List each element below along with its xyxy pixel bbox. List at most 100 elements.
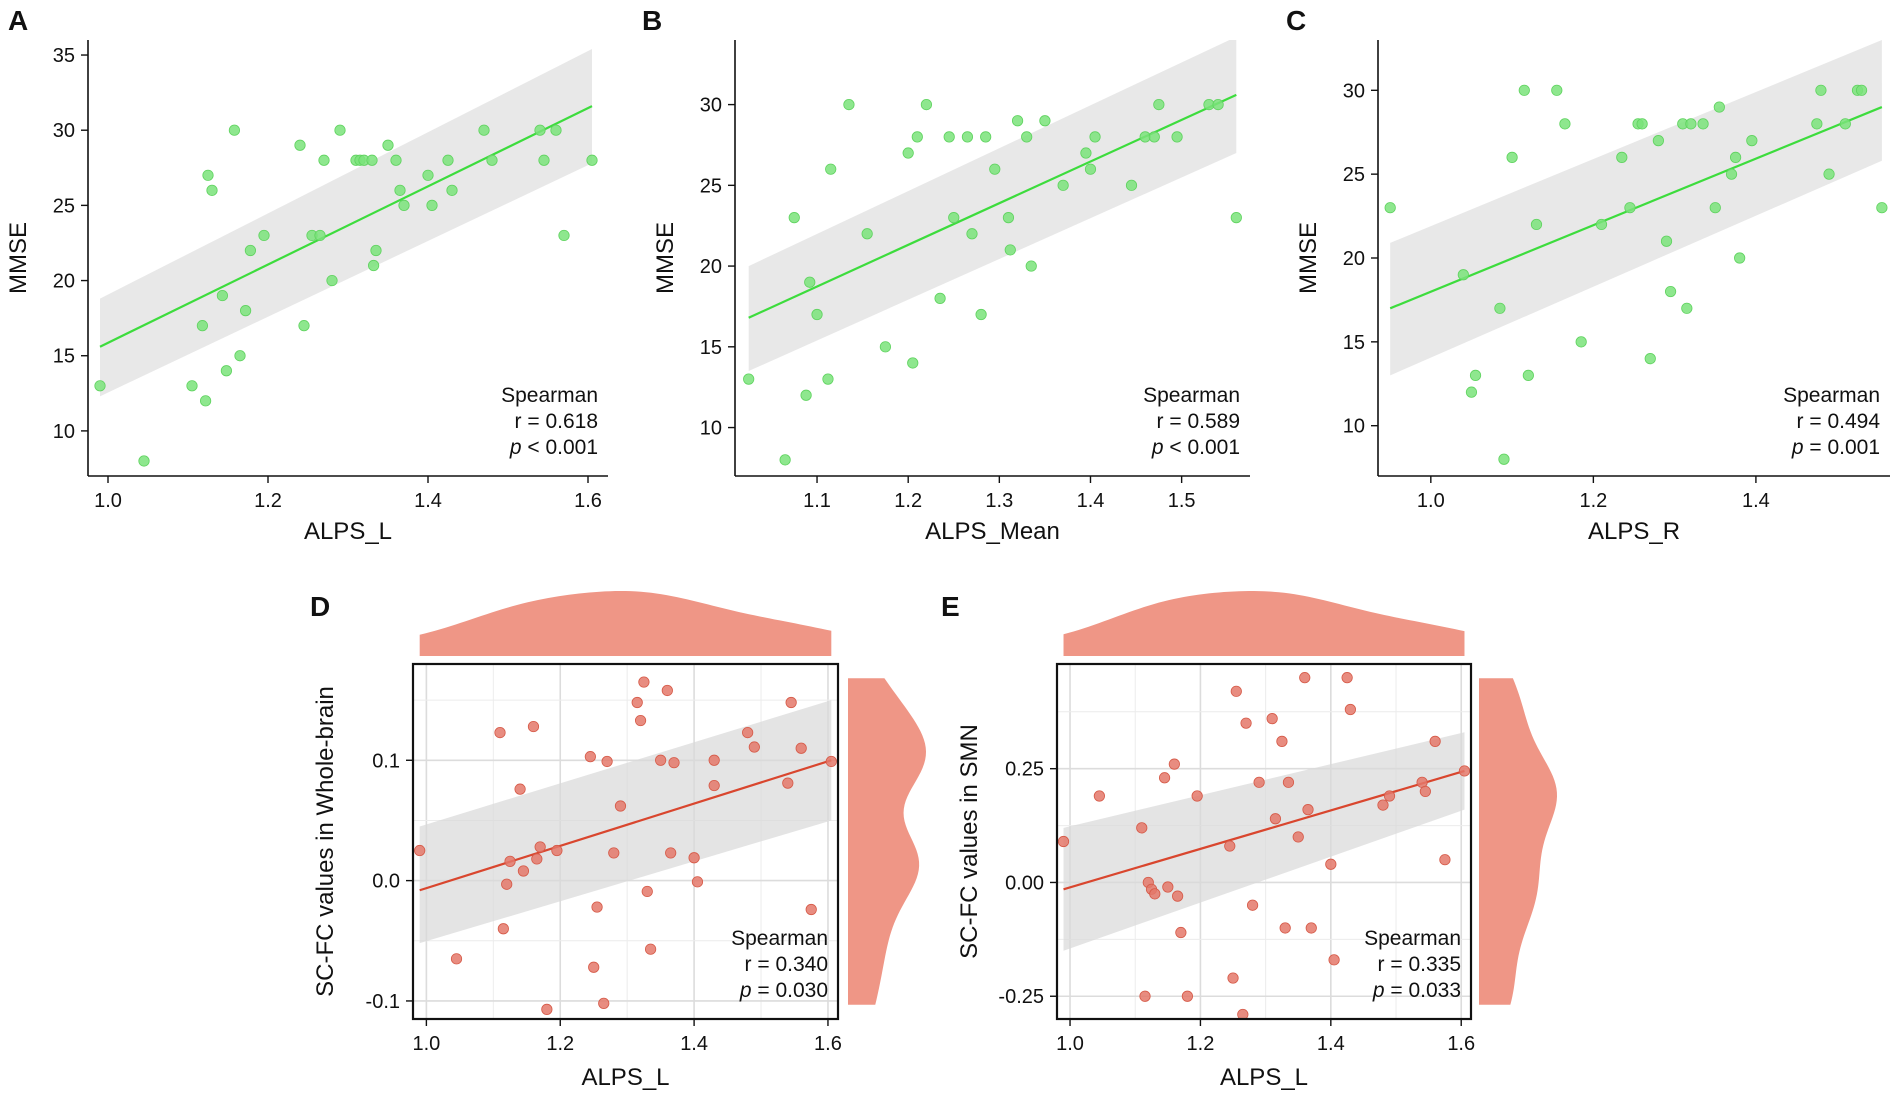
data-point [1057, 835, 1070, 848]
x-tick-label: 1.4 [1742, 490, 1770, 512]
data-point [258, 229, 270, 242]
data-point [1746, 135, 1758, 147]
y-tick-label: 15 [1343, 332, 1365, 354]
data-point [1815, 84, 1827, 96]
data-point [534, 841, 546, 853]
data-point [298, 320, 310, 332]
x-tick-label: 1.0 [94, 490, 122, 512]
data-point [638, 676, 650, 688]
data-point [641, 885, 653, 898]
data-point [1713, 101, 1725, 113]
confidence-band [100, 49, 592, 397]
x-tick-label: 1.0 [1056, 1033, 1084, 1055]
x-axis-title: ALPS_L [1220, 1064, 1308, 1091]
data-point [1697, 118, 1709, 130]
data-point [1181, 990, 1193, 1002]
y-tick-label: 10 [53, 421, 75, 443]
data-point [1139, 990, 1151, 1002]
data-point [1734, 252, 1746, 264]
data-point [1419, 785, 1431, 798]
x-tick-label: 1.5 [1168, 490, 1196, 512]
x-tick-label: 1.4 [680, 1033, 708, 1055]
data-point [138, 455, 150, 467]
data-point [1004, 244, 1016, 256]
data-point [206, 184, 218, 196]
data-point [1709, 202, 1721, 214]
data-point [911, 131, 923, 143]
data-point [1125, 179, 1138, 191]
data-point [558, 229, 570, 242]
data-point [1595, 218, 1608, 231]
data-point [811, 308, 823, 321]
data-point [422, 169, 434, 181]
x-axis-title: ALPS_L [581, 1064, 669, 1091]
data-point [1011, 115, 1024, 127]
stat-method: Spearman [1364, 927, 1461, 950]
data-point [1876, 202, 1888, 214]
data-point [494, 726, 506, 739]
data-point [1341, 672, 1353, 684]
data-point [655, 754, 667, 766]
stat-p-value: < 0.001 [1164, 436, 1240, 459]
data-point [825, 755, 837, 768]
data-point [1429, 735, 1441, 747]
data-point [196, 320, 208, 332]
data-point [879, 341, 891, 353]
data-point [1855, 84, 1868, 96]
stat-method: Spearman [1783, 384, 1880, 407]
y-tick-label: 25 [53, 195, 75, 217]
chart-panel-d: 1.0 1.2 1.4 1.6 -0.1 0.0 0.1 ALPS_L SC-FC values… [310, 591, 926, 1091]
data-point [584, 751, 596, 763]
data-point [1148, 131, 1160, 143]
data-point [382, 139, 394, 151]
stat-method: Spearman [731, 927, 828, 950]
y-tick-label: 15 [53, 346, 75, 368]
panel-label: A [8, 5, 28, 36]
data-point [1660, 235, 1673, 247]
data-point [240, 305, 252, 317]
data-point [934, 292, 946, 304]
data-point [1172, 890, 1184, 902]
data-point [550, 124, 562, 136]
data-point [1530, 218, 1543, 231]
data-point [1302, 804, 1314, 816]
data-point [1575, 336, 1587, 348]
x-tick-label: 1.4 [414, 490, 442, 512]
data-point [1175, 926, 1187, 939]
y-tick-label: 10 [1343, 416, 1365, 438]
stat-r: r = 0.340 [745, 953, 828, 976]
data-point [742, 726, 754, 739]
stat-p-value: < 0.001 [522, 436, 598, 459]
x-tick-label: 1.6 [1447, 1033, 1475, 1055]
regression-line [1063, 769, 1465, 891]
data-point [497, 923, 509, 935]
data-point [788, 212, 800, 224]
data-point [527, 720, 540, 733]
data-point [1729, 151, 1742, 163]
data-point [450, 953, 463, 965]
data-point [186, 380, 198, 392]
data-point [1269, 813, 1282, 825]
data-point [318, 154, 330, 166]
data-point [748, 741, 760, 753]
data-point [800, 389, 812, 401]
stat-p-symbol: p [1791, 436, 1804, 459]
data-point [943, 131, 955, 143]
data-point [1230, 212, 1242, 224]
data-point [414, 844, 426, 857]
y-tick-label: 20 [700, 256, 722, 278]
chart-panel-b: 1.1 1.2 1.3 1.4 1.5 10 15 20 25 30 ALPS_Mean MMSE B S… [642, 5, 1250, 545]
data-point [1153, 98, 1165, 111]
data-point [1212, 98, 1224, 111]
y-axis-title: MMSE [1295, 222, 1322, 294]
data-point [948, 212, 960, 224]
data-point [1246, 899, 1259, 911]
data-point [661, 684, 673, 697]
y-tick-label: 0.0 [372, 871, 400, 893]
x-axis-title: ALPS_R [1588, 518, 1680, 545]
data-point [708, 779, 720, 792]
stat-r: r = 0.589 [1157, 410, 1240, 433]
data-point [538, 154, 550, 166]
x-tick-label: 1.2 [1187, 1033, 1215, 1055]
data-point [1325, 858, 1337, 870]
